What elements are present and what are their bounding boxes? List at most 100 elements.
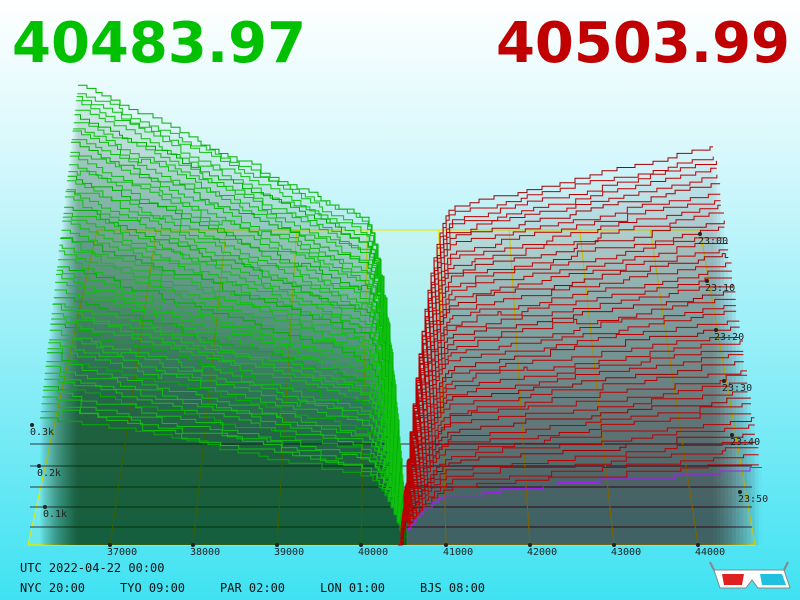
ask-depth-line <box>405 397 751 520</box>
bid-depth-line <box>75 109 406 545</box>
bid-depth-line <box>42 396 406 545</box>
price-tick-dot <box>191 543 195 547</box>
time-tick-dot <box>714 328 718 332</box>
bid-depth-line <box>62 220 405 536</box>
bid-depth-line <box>72 130 406 545</box>
ask-depth-line <box>400 237 725 535</box>
time-tick-label: 23:00 <box>698 236 728 247</box>
zone-time: TYO 09:00 <box>120 581 185 595</box>
time-tick-label: 23:50 <box>738 494 768 505</box>
bid-depth-line <box>77 93 405 535</box>
bid-depth-line <box>58 250 405 534</box>
ask-depth-line <box>408 467 762 529</box>
ask-depth-line <box>402 291 736 524</box>
ask-depth-line <box>406 433 755 523</box>
bid-depth-line <box>40 409 405 541</box>
price-tick-label: 40000 <box>358 547 388 558</box>
ask-depth-line <box>403 337 740 520</box>
bid-depth-line <box>60 237 407 545</box>
price-tick-label: 44000 <box>695 547 725 558</box>
bid-depth-line <box>70 151 404 525</box>
time-tick-label: 23:40 <box>730 437 760 448</box>
floor-right-edge <box>699 229 756 546</box>
bid-depth-line <box>58 259 407 545</box>
depth-tick-dot <box>30 423 34 427</box>
bid-depth-line <box>62 216 406 543</box>
price-tick-label: 43000 <box>611 547 641 558</box>
bid-depth-line <box>78 84 406 545</box>
time-tick-dot <box>738 490 742 494</box>
depth-tick-dot <box>37 464 41 468</box>
bid-depth-line <box>46 352 405 540</box>
price-grid-line <box>649 229 699 546</box>
bid-depth-line <box>55 281 404 531</box>
price-tick-label: 37000 <box>107 547 137 558</box>
ask-depth-line <box>407 464 759 528</box>
bid-depth-line <box>67 175 405 529</box>
time-tick-label: 23:10 <box>705 283 735 294</box>
price-tick-dot <box>528 543 532 547</box>
bid-depth-line <box>71 139 406 543</box>
price-tick-dot <box>696 543 700 547</box>
bid-depth-line <box>76 96 405 525</box>
glasses-red-lens <box>722 574 744 585</box>
bid-depth-line <box>64 206 404 526</box>
price-grid-line <box>360 229 368 546</box>
ask-depth-line <box>406 413 752 521</box>
zone-time: NYC 20:00 <box>20 581 85 595</box>
bid-depth-line <box>75 100 407 545</box>
bid-depth-line <box>49 339 407 545</box>
time-tick-dot <box>730 433 734 437</box>
bid-depth-line <box>44 378 405 542</box>
zone-time: PAR 02:00 <box>220 581 285 595</box>
bid-depth-line <box>74 114 405 539</box>
bid-depth-line <box>66 189 406 545</box>
price-tick-label: 39000 <box>274 547 304 558</box>
depth-tick-label: 0.2k <box>37 468 61 479</box>
bid-depth-line <box>69 155 407 545</box>
bid-depth-line <box>53 303 405 539</box>
bid-depth-line <box>51 313 407 545</box>
ask-depth-line <box>406 424 755 523</box>
time-tick-label: 23:20 <box>714 332 744 343</box>
ask-depth-line <box>403 320 740 520</box>
bid-depth-line <box>56 269 406 542</box>
time-tick-label: 23:30 <box>722 383 752 394</box>
bid-depth-line <box>46 361 404 536</box>
bid-depth-line <box>51 318 406 545</box>
bid-depth-line <box>50 323 405 541</box>
bid-depth-line <box>60 238 406 545</box>
ask-depth-line <box>401 262 732 529</box>
bid-price: 40483.97 <box>12 11 306 76</box>
bid-depth-line <box>64 196 405 533</box>
price-grid-line <box>438 229 447 546</box>
glasses-cyan-lens <box>760 574 786 585</box>
bid-depth-line <box>66 180 407 545</box>
bid-depth-line <box>71 141 405 534</box>
depth-tick-label: 0.3k <box>30 427 54 438</box>
bid-depth-line <box>57 266 406 545</box>
bid-depth-line <box>45 365 406 545</box>
zone-time: BJS 08:00 <box>420 581 485 595</box>
bid-depth-line <box>68 170 405 537</box>
bid-depth-line <box>73 122 405 530</box>
bid-depth-line <box>44 372 406 545</box>
utc-time: UTC 2022-04-22 00:00 <box>20 561 165 575</box>
bid-depth-line <box>63 212 406 545</box>
ask-depth-line <box>406 417 755 522</box>
bid-depth-line <box>65 191 406 541</box>
ask-depth-line <box>407 447 759 525</box>
time-tick-dot <box>705 279 709 283</box>
bid-depth-line <box>59 244 405 539</box>
zone-time: LON 01:00 <box>320 581 385 595</box>
3d-glasses-button[interactable] <box>709 561 791 589</box>
depth-tick-label: 0.1k <box>43 509 67 520</box>
price-tick-label: 41000 <box>443 547 473 558</box>
bid-depth-line <box>40 417 407 545</box>
ask-depth-line <box>404 361 744 519</box>
price-tick-label: 38000 <box>190 547 220 558</box>
bid-depth-line <box>53 297 406 544</box>
bid-depth-line <box>49 329 405 537</box>
price-grid-line <box>579 229 615 546</box>
